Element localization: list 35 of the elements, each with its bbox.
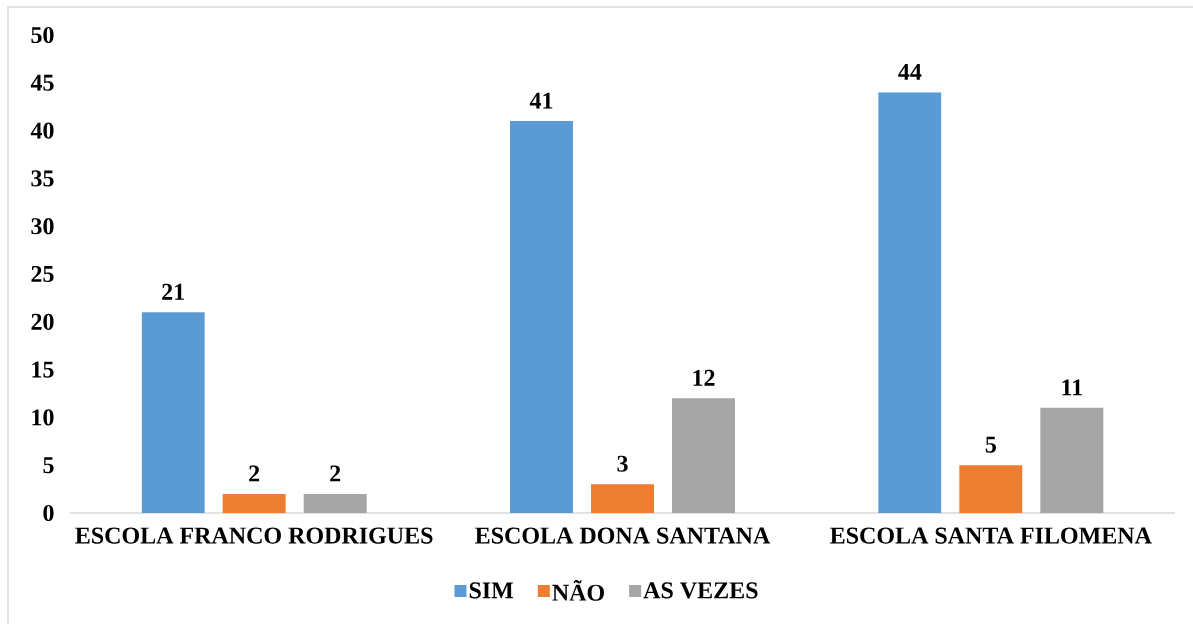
data-label: 21: [162, 283, 184, 300]
x-tick-label: ESCOLA DONA SANTANA: [475, 527, 771, 544]
data-label: 44: [898, 64, 922, 80]
y-tick-label: 20: [31, 313, 54, 330]
data-label: 41: [529, 92, 553, 109]
bar: [959, 465, 1023, 513]
bar: [141, 312, 205, 513]
bar: [303, 493, 367, 513]
data-label: 2: [330, 465, 341, 482]
bar: [672, 398, 736, 513]
bar: [591, 484, 655, 513]
y-tick-label: 15: [32, 361, 54, 378]
bar: [510, 121, 574, 513]
y-tick-label: 30: [31, 218, 54, 235]
y-tick-label: 5: [43, 457, 54, 474]
x-tick-label: ESCOLA FRANCO RODRIGUES: [75, 527, 433, 544]
y-tick-label: 40: [30, 122, 54, 139]
y-tick-label: 25: [31, 265, 54, 283]
data-label: 5: [985, 436, 996, 453]
data-label: 12: [693, 369, 715, 386]
y-tick-label: 0: [43, 504, 54, 522]
data-label: 11: [1062, 379, 1082, 396]
legend-label: NÃO: [552, 579, 604, 601]
bar: [1040, 407, 1104, 513]
y-tick-label: 50: [31, 26, 54, 44]
legend-label: AS VEZES: [643, 582, 758, 599]
x-tick-label: ESCOLA SANTA FILOMENA: [830, 527, 1152, 544]
y-tick-label: 10: [32, 409, 54, 426]
bar: [222, 493, 286, 513]
data-label: 2: [249, 465, 260, 482]
legend-label: SIM: [469, 582, 514, 599]
y-tick-label: 45: [30, 74, 54, 91]
data-label: 3: [617, 455, 628, 472]
bar: [878, 92, 942, 513]
y-tick-label: 35: [31, 170, 54, 187]
